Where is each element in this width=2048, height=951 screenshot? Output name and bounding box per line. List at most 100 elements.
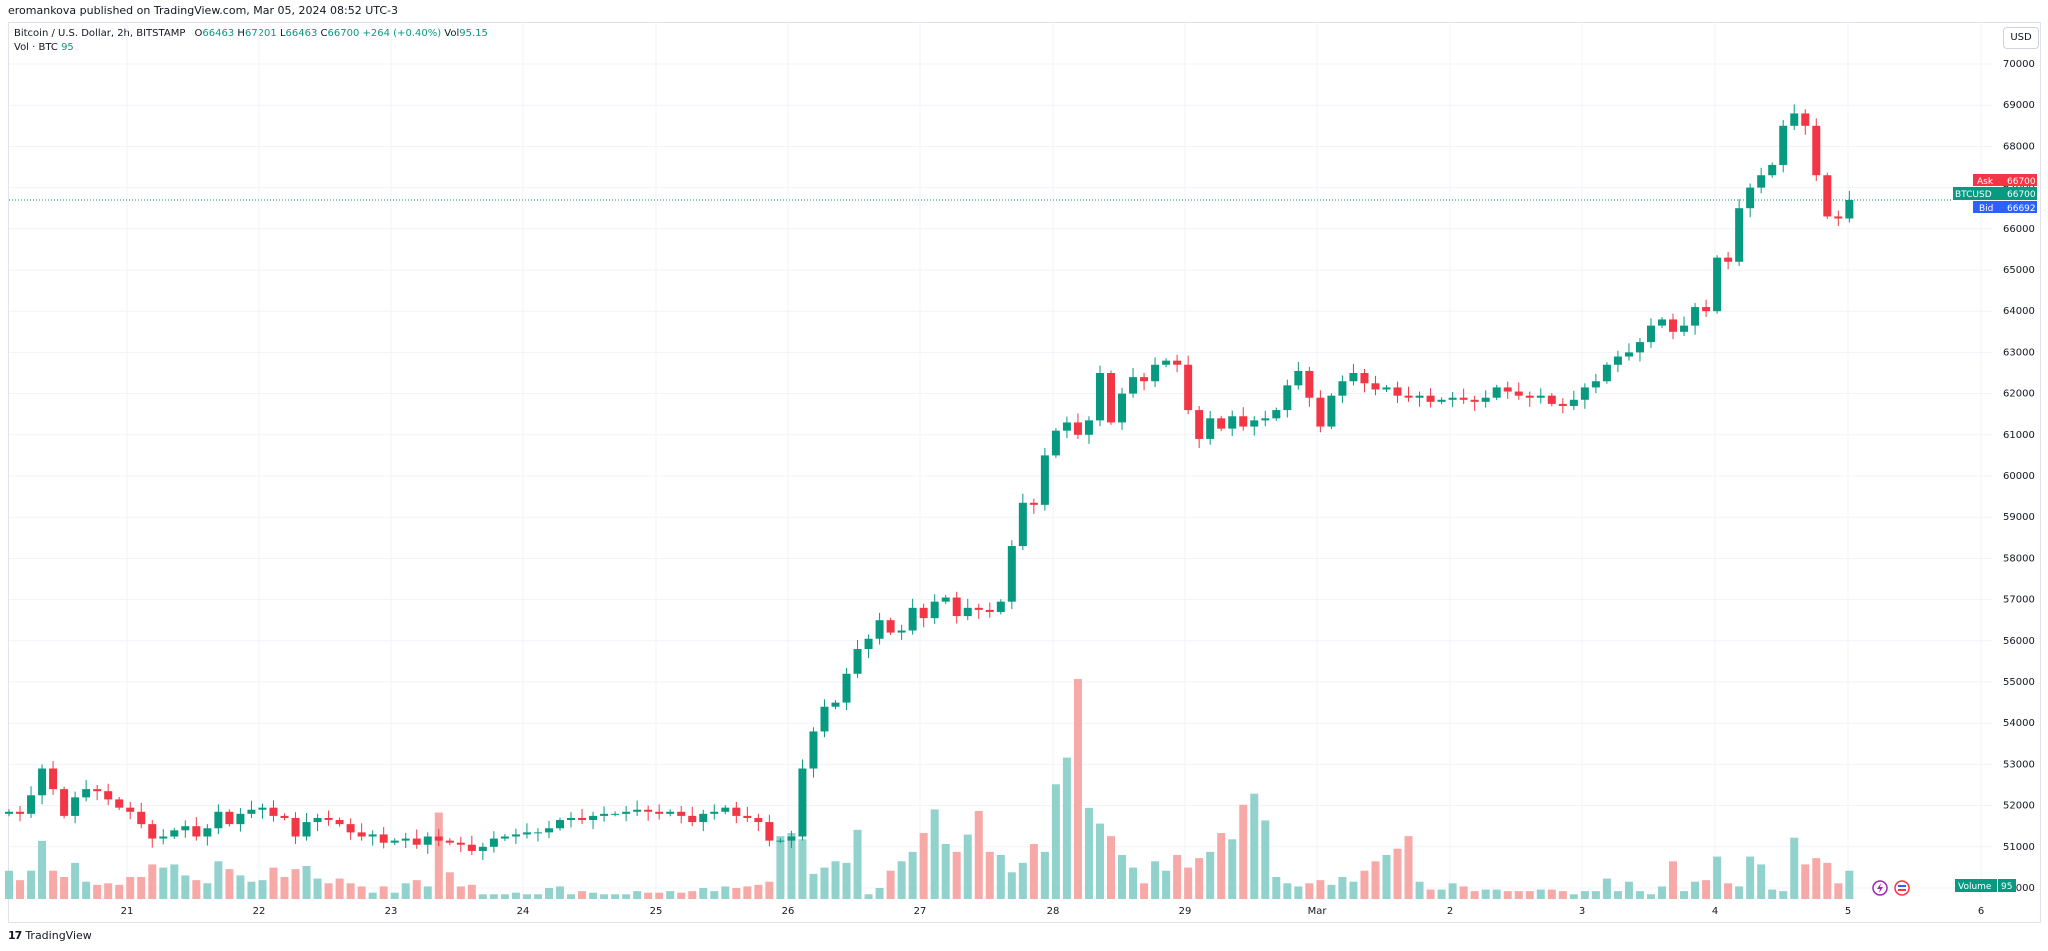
- volume-bar: [115, 884, 124, 899]
- volume-bar: [1746, 856, 1755, 899]
- volume-bar: [49, 870, 58, 899]
- high-label: H: [237, 28, 245, 39]
- candle-body: [1140, 377, 1149, 382]
- candle-body: [1327, 395, 1336, 427]
- candle-body: [1426, 395, 1435, 402]
- candle-body: [677, 811, 686, 816]
- candle-body: [721, 807, 730, 812]
- candle-body: [644, 809, 653, 812]
- candle-body: [1129, 377, 1138, 394]
- volume-bar: [633, 891, 642, 899]
- vol-label: Vol: [444, 28, 460, 39]
- symbol-title[interactable]: Bitcoin / U.S. Dollar, 2h, BITSTAMP: [14, 28, 186, 39]
- candle-body: [556, 820, 564, 829]
- open-value: 66463: [202, 28, 235, 39]
- time-axis[interactable]: 21 22 23 24 25 26 27 28 29 Mar 2 3 4 5 6: [121, 906, 1985, 917]
- candle-body: [666, 811, 675, 814]
- candle-body: [346, 824, 355, 833]
- candle-body: [71, 797, 80, 816]
- event-icons[interactable]: [1872, 880, 1910, 896]
- volume-bar: [302, 866, 311, 899]
- price-tick-label: 62000: [2003, 389, 2035, 400]
- candle-body: [1779, 125, 1788, 165]
- volume-bar: [1536, 889, 1545, 899]
- ask-price-bg: [2003, 174, 2037, 186]
- volume-bar: [38, 840, 47, 899]
- volume-bar: [357, 886, 366, 899]
- volume-bar: [919, 833, 928, 899]
- volume-bar: [787, 833, 796, 899]
- candle-body: [1801, 113, 1810, 126]
- volume-bar: [820, 867, 829, 899]
- candle-body: [82, 789, 91, 798]
- volume-bar: [1613, 891, 1622, 899]
- candle-body: [710, 811, 719, 814]
- price-tick-label: 63000: [2003, 347, 2035, 358]
- volume-bar: [1459, 886, 1468, 899]
- candle-body: [688, 815, 697, 823]
- candle-body: [467, 844, 476, 851]
- candle-body: [1118, 393, 1127, 423]
- volume-bar: [842, 862, 851, 899]
- volume-bar: [776, 836, 785, 899]
- volume-bar: [1635, 891, 1644, 899]
- chart-frame[interactable]: [8, 22, 2041, 923]
- candle-body: [1018, 502, 1027, 547]
- volume-bar: [1029, 844, 1038, 899]
- candle-body: [1151, 364, 1160, 382]
- candle-body: [930, 601, 939, 619]
- volume-bar: [611, 894, 620, 899]
- tradingview-brand[interactable]: TradingView: [25, 929, 92, 942]
- candle-body: [919, 607, 928, 619]
- price-tick-label: 68000: [2003, 141, 2035, 152]
- volume-bar: [1790, 837, 1799, 899]
- volume-bar: [743, 886, 752, 899]
- candle-body: [500, 836, 509, 839]
- candle-body: [1062, 422, 1071, 431]
- candle-body: [1591, 381, 1600, 388]
- price-tick-label: 59000: [2003, 512, 2035, 523]
- candle-body: [258, 807, 267, 810]
- candle-body: [1173, 360, 1182, 365]
- candle-body: [544, 828, 553, 833]
- candle-body: [1680, 325, 1689, 332]
- candle-body: [996, 601, 1005, 612]
- time-tick-label: 25: [650, 906, 663, 917]
- price-tick-label: 53000: [2003, 759, 2035, 770]
- candle-body: [765, 822, 774, 841]
- candle-body: [831, 702, 840, 707]
- candle-body: [1757, 175, 1766, 188]
- candle-body: [1503, 387, 1512, 392]
- candle-body: [1184, 364, 1193, 411]
- candle-body: [159, 836, 168, 839]
- candle-body: [247, 809, 256, 814]
- volume-study-value: 95: [61, 42, 74, 53]
- volume-bar: [864, 894, 873, 899]
- tradingview-logo-icon[interactable]: 17: [8, 929, 22, 942]
- candle-body: [1669, 319, 1678, 332]
- candle-body: [1514, 391, 1523, 396]
- volume-study-label[interactable]: Vol · BTC: [14, 42, 58, 53]
- volume-bar: [1834, 883, 1843, 899]
- volume-bar: [1757, 864, 1766, 899]
- volume-bar: [1801, 864, 1810, 899]
- candle-body: [1393, 387, 1402, 396]
- volume-bar: [1514, 891, 1523, 899]
- volume-bar: [853, 829, 862, 899]
- price-tick-label: 52000: [2003, 801, 2035, 812]
- candle-body: [1007, 546, 1016, 602]
- volume-bar: [1823, 862, 1832, 899]
- currency-button[interactable]: USD: [2003, 27, 2039, 49]
- candle-body: [1768, 164, 1777, 176]
- volume-bar: [203, 883, 212, 899]
- candle-body: [49, 768, 58, 790]
- bid-price-bg: [2003, 201, 2037, 213]
- volume-bar: [1107, 836, 1115, 899]
- volume-bar: [1261, 820, 1270, 899]
- candle-body: [1459, 397, 1468, 400]
- volume-bar: [280, 877, 289, 899]
- volume-bar: [644, 892, 653, 899]
- price-tick-label: 56000: [2003, 636, 2035, 647]
- candle-body: [280, 815, 289, 818]
